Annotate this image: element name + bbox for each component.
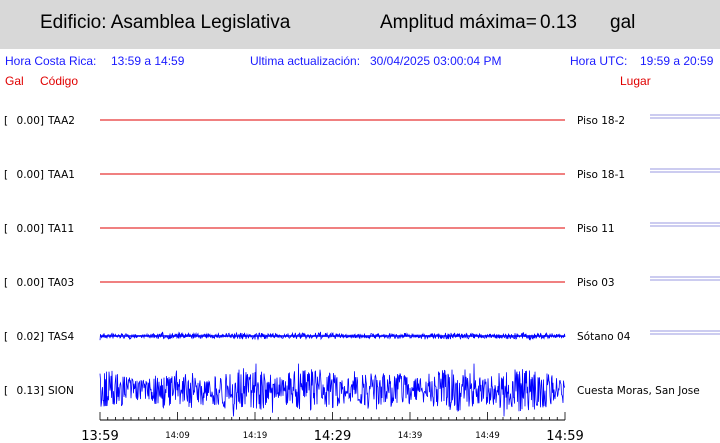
building-title: Edificio: Asamblea Legislativa xyxy=(40,12,291,33)
place-taa2: Piso 18-2 xyxy=(577,115,625,127)
bracket-open: [ xyxy=(4,331,8,343)
utc-time-range: 19:59 a 20:59 xyxy=(640,54,714,68)
bracket-open: [ xyxy=(4,169,8,181)
gal-value-taa1: 0.00] xyxy=(17,169,44,181)
update-label: Ultima actualización: xyxy=(250,54,361,68)
bracket-open: [ xyxy=(4,385,8,397)
trace-sion xyxy=(99,363,566,417)
column-place-header: Lugar xyxy=(620,74,651,88)
time-tick-label-major: 14:59 xyxy=(546,429,583,443)
amplitude-unit: gal xyxy=(610,12,636,33)
utc-time-label: Hora UTC: xyxy=(570,54,628,68)
bracket-open: [ xyxy=(4,277,8,289)
station-code-ta03: TA03 xyxy=(47,277,74,289)
amplitude-value: 0.13 xyxy=(540,12,577,33)
column-code-header: Código xyxy=(40,74,79,88)
station-code-sion: SION xyxy=(48,385,74,397)
station-code-taa1: TAA1 xyxy=(47,169,75,181)
trace-tas4 xyxy=(99,331,566,341)
column-gal-header: Gal xyxy=(5,74,24,88)
gal-value-taa2: 0.00] xyxy=(17,115,44,127)
gal-value-ta03: 0.00] xyxy=(17,277,44,289)
time-tick-label-minor: 14:49 xyxy=(475,431,500,441)
gal-value-sion: 0.13] xyxy=(17,385,44,397)
amplitude-label: Amplitud máxima= xyxy=(380,12,537,33)
time-tick-label-minor: 14:19 xyxy=(243,431,268,441)
gal-value-ta11: 0.00] xyxy=(17,223,44,235)
bracket-open: [ xyxy=(4,223,8,235)
local-time-label: Hora Costa Rica: xyxy=(5,54,97,68)
station-code-ta11: TA11 xyxy=(47,223,74,235)
time-tick-label-minor: 14:09 xyxy=(165,431,190,441)
place-ta03: Piso 03 xyxy=(577,277,615,289)
time-tick-label-minor: 14:39 xyxy=(398,431,423,441)
station-code-tas4: TAS4 xyxy=(47,331,74,343)
place-ta11: Piso 11 xyxy=(577,223,615,235)
place-sion: Cuesta Moras, San Jose xyxy=(577,385,700,397)
header-bar: Edificio: Asamblea Legislativa Amplitud … xyxy=(0,0,720,49)
gal-value-tas4: 0.02] xyxy=(17,331,44,343)
update-value: 30/04/2025 03:00:04 PM xyxy=(370,54,502,68)
place-tas4: Sótano 04 xyxy=(577,331,631,343)
bracket-open: [ xyxy=(4,115,8,127)
local-time-range: 13:59 a 14:59 xyxy=(111,54,185,68)
station-code-taa2: TAA2 xyxy=(47,115,75,127)
time-tick-label-major: 13:59 xyxy=(81,429,118,443)
time-tick-label-major: 14:29 xyxy=(314,429,351,443)
place-taa1: Piso 18-1 xyxy=(577,169,625,181)
